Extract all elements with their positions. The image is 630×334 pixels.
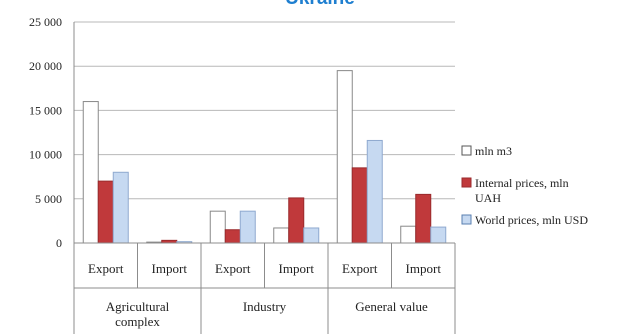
legend-label: mln m3 (475, 144, 512, 158)
axes (73, 22, 456, 334)
legend-swatch (461, 214, 472, 225)
y-tick-label: 10 000 (29, 148, 62, 162)
legend: mln m3 Internal prices, mln UAH World price… (461, 144, 588, 227)
bar (82, 101, 99, 244)
y-tick-label: 0 (56, 236, 62, 250)
x-category-label: Import (152, 261, 188, 276)
legend-swatch (461, 177, 472, 188)
bar (112, 171, 129, 244)
x-group-label: Industry (243, 299, 287, 314)
bar (400, 225, 417, 244)
bar (303, 227, 320, 244)
legend-label: World prices, mln USD (475, 213, 588, 227)
y-tick-label: 5 000 (35, 192, 62, 206)
bar (366, 139, 383, 244)
x-category-label: Import (279, 261, 315, 276)
bar (97, 180, 114, 244)
x-category-label: Import (406, 261, 442, 276)
y-tick-label: 15 000 (29, 103, 62, 117)
x-axis-categories: Export Import Export Import Export Import Agri… (88, 261, 441, 329)
y-tick-label: 25 000 (29, 15, 62, 29)
legend-label: Internal prices, mln UAH (475, 176, 569, 205)
gridlines (74, 21, 455, 200)
x-category-label: Export (342, 261, 378, 276)
bar (224, 229, 241, 244)
bars (82, 70, 447, 244)
x-group-label: General value (355, 299, 428, 314)
bar (273, 227, 290, 244)
bar (351, 167, 368, 244)
legend-swatch (461, 145, 472, 156)
bar (336, 70, 353, 244)
bar (288, 197, 305, 244)
bar (415, 193, 432, 244)
y-tick-label: 20 000 (29, 59, 62, 73)
chart-title: Ukraine (285, 0, 355, 9)
x-category-label: Export (88, 261, 124, 276)
y-axis-ticks: 0 5 000 10 000 15 000 20 000 25 000 (29, 15, 62, 250)
bar (430, 226, 447, 244)
x-group-label: Agricultural complex (106, 299, 170, 329)
x-category-label: Export (215, 261, 251, 276)
bar (239, 210, 256, 244)
bar (209, 210, 226, 244)
